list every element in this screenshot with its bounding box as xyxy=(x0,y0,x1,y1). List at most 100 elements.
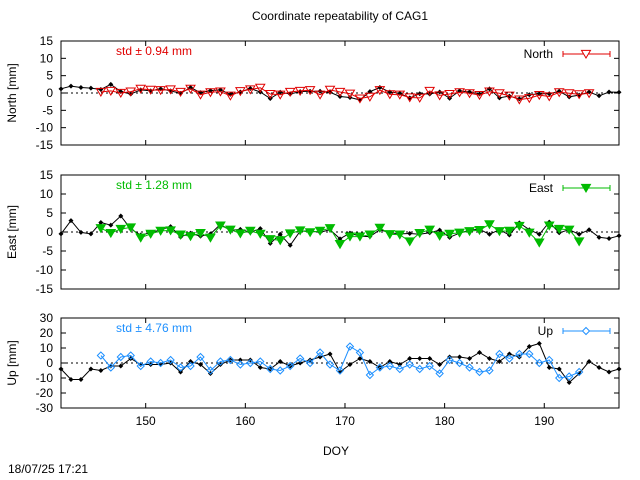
east-reference-point xyxy=(118,213,124,219)
up-y-tick-label: -20 xyxy=(36,386,54,400)
up-reference-point xyxy=(606,369,612,375)
up-y-axis-label: Up [mm] xyxy=(5,340,19,385)
up-data-point xyxy=(276,366,285,375)
up-data-point xyxy=(136,361,145,371)
north-legend-marker xyxy=(580,49,592,60)
north-reference-point xyxy=(377,84,383,90)
up-reference-point xyxy=(506,351,512,357)
east-data-point xyxy=(225,225,236,235)
east-data-point xyxy=(264,235,276,245)
up-data-point xyxy=(236,360,245,369)
east-y-tick-label: 0 xyxy=(46,225,53,239)
east-reference-point xyxy=(88,231,94,237)
north-data-point xyxy=(474,90,485,101)
north-data-point xyxy=(404,93,416,103)
east-reference-point xyxy=(616,233,622,239)
north-y-tick-label: -15 xyxy=(36,138,54,152)
east-data-point xyxy=(185,232,196,242)
north-data-point xyxy=(523,94,535,104)
up-reference-point xyxy=(486,356,492,361)
east-y-axis-label: East [mm] xyxy=(5,205,19,259)
up-reference-point xyxy=(496,359,502,364)
up-data-point xyxy=(355,348,365,357)
north-data-point xyxy=(504,91,515,101)
up-data-point xyxy=(445,355,454,365)
up-reference-point xyxy=(477,350,482,355)
east-data-point xyxy=(95,224,107,234)
up-data-point xyxy=(186,361,195,371)
east-y-tick-label: -5 xyxy=(42,244,53,258)
up-reference-point xyxy=(78,377,84,382)
up-data-point xyxy=(305,358,315,368)
east-reference-point xyxy=(78,229,84,235)
east-data-point xyxy=(304,228,316,238)
up-data-point xyxy=(156,358,165,368)
up-reference-point xyxy=(397,362,403,367)
up-reference-point xyxy=(417,356,423,361)
north-data-point xyxy=(384,90,396,100)
up-reference-point xyxy=(427,356,433,361)
east-data-point xyxy=(364,230,376,240)
north-data-point xyxy=(444,89,455,100)
north-data-point xyxy=(165,85,176,95)
north-data-point xyxy=(284,87,296,97)
east-data-point xyxy=(523,228,535,238)
east-data-point xyxy=(334,240,346,250)
up-data-point xyxy=(455,358,464,368)
east-data-point xyxy=(504,226,515,236)
north-y-tick-label: 10 xyxy=(40,51,54,65)
north-y-tick-label: 0 xyxy=(46,86,53,100)
north-data-point xyxy=(195,90,206,100)
east-data-point xyxy=(414,229,426,239)
up-reference-point xyxy=(297,360,303,366)
north-data-point xyxy=(573,90,585,100)
north-y-axis-label: North [mm] xyxy=(5,63,19,122)
east-data-point xyxy=(215,221,226,231)
east-data-point xyxy=(424,225,436,235)
north-reference-point xyxy=(78,84,84,90)
up-legend-label: Up xyxy=(538,324,554,338)
up-data-point xyxy=(505,354,514,363)
up-y-tick-label: -30 xyxy=(36,401,54,415)
up-reference-point xyxy=(257,365,263,370)
north-data-point xyxy=(105,86,117,96)
east-reference-point xyxy=(277,231,283,237)
north-reference-point xyxy=(98,87,104,93)
north-reference-point xyxy=(217,87,223,93)
x-tick-label: 190 xyxy=(534,414,554,428)
up-data-point xyxy=(246,358,255,368)
x-axis-label: DOY xyxy=(323,444,349,458)
panel-north: 15 10 5 0 -5 -10 -15 North [mm] std ± 0.94 mm Nor… xyxy=(5,34,622,152)
up-reference-point xyxy=(367,359,373,364)
east-data-point xyxy=(145,229,157,239)
up-data-point xyxy=(545,355,554,365)
chart-title: Coordinate repeatability of CAG1 xyxy=(252,9,428,23)
north-data-point xyxy=(215,87,226,97)
east-data-point xyxy=(464,227,475,237)
north-data-point xyxy=(354,94,366,104)
up-reference-point xyxy=(387,359,393,364)
north-data-point xyxy=(155,86,167,96)
north-data-point xyxy=(304,86,316,96)
up-data-point xyxy=(335,366,345,375)
north-data-point xyxy=(264,89,276,100)
east-data-point xyxy=(513,221,525,231)
north-data-point xyxy=(583,89,595,99)
east-data-point xyxy=(494,227,505,237)
north-reference-point xyxy=(606,89,612,95)
up-reference-point xyxy=(188,359,194,364)
up-data-point xyxy=(465,363,474,372)
up-data-point xyxy=(315,348,325,357)
north-data-point xyxy=(513,95,525,105)
east-data-point xyxy=(205,233,216,243)
north-data-point xyxy=(324,85,336,95)
up-data-point xyxy=(365,370,375,380)
east-reference-point xyxy=(536,231,542,237)
up-legend-marker xyxy=(581,326,591,336)
east-data-point xyxy=(553,224,565,234)
east-legend-label: East xyxy=(529,181,554,195)
east-y-tick-label: -15 xyxy=(36,282,54,296)
north-data-point xyxy=(225,91,236,101)
east-reference-point xyxy=(606,235,612,241)
east-legend-marker xyxy=(580,183,592,194)
